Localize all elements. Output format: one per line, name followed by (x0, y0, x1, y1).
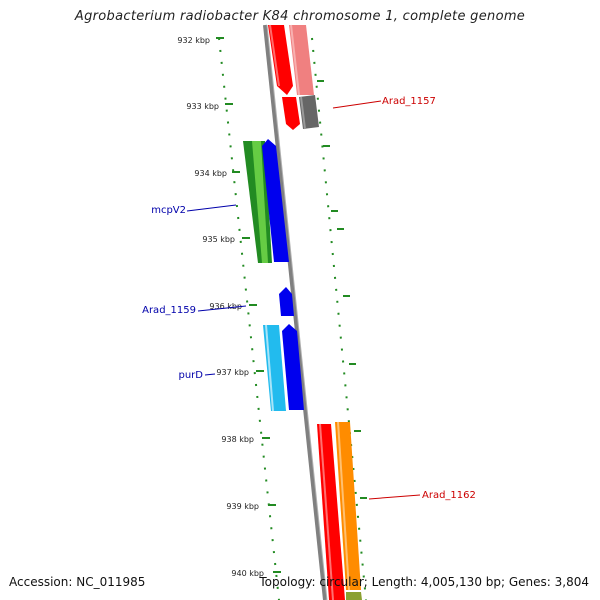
kbp-label: 937 kbp (216, 368, 249, 377)
tick-938 (262, 437, 270, 439)
kbp-label: 932 kbp (177, 36, 210, 45)
gene-arad1162[interactable] (317, 423, 345, 600)
gene-arad1156-red[interactable] (268, 24, 293, 95)
kbp-label: 939 kbp (226, 502, 259, 511)
tick-940 (273, 571, 281, 573)
genome-backbone (263, 24, 327, 600)
right-tick-track (311, 37, 367, 600)
kbp-label: 935 kbp (202, 235, 235, 244)
tick-933 (225, 103, 233, 105)
gene-pink[interactable] (289, 24, 314, 96)
left-tick-track (218, 37, 280, 600)
gene-gray[interactable] (299, 95, 319, 130)
topology-text: Topology: circular; Length: 4,005,130 bp… (259, 575, 589, 589)
accession-text: Accession: NC_011985 (9, 575, 146, 589)
gene-orange[interactable] (335, 421, 361, 591)
gene-label-purd[interactable]: purD (179, 370, 204, 381)
tick-932 (216, 37, 224, 39)
tick-935 (242, 237, 250, 239)
gene-arad1159[interactable] (279, 287, 294, 316)
gene-arad1157-red[interactable] (282, 97, 300, 130)
gene-purd[interactable] (263, 324, 286, 412)
gene-label-arad1157[interactable]: Arad_1157 (382, 96, 436, 107)
tick-936 (249, 304, 257, 306)
tick-934 (232, 171, 240, 173)
kbp-label: 940 kbp (231, 569, 264, 578)
kbp-label: 938 kbp (221, 435, 254, 444)
kbp-label: 936 kbp (209, 302, 242, 311)
kbp-label: 933 kbp (186, 102, 219, 111)
kbp-labels: 932 kbp 933 kbp 934 kbp 935 kbp 936 kbp … (177, 36, 264, 578)
kbp-ticks (216, 37, 281, 573)
leader-lines (186, 100, 421, 500)
gene-olive[interactable] (346, 592, 362, 600)
gene-labels: Arad_1157 mcpV2 Arad_1159 purD Arad_1162 (142, 96, 476, 501)
genome-title: Agrobacterium radiobacter K84 chromosome… (74, 9, 526, 24)
gene-label-mcpv2[interactable]: mcpV2 (151, 205, 186, 216)
gene-blue-2[interactable] (282, 324, 304, 410)
tick-937 (256, 370, 264, 372)
kbp-label: 934 kbp (194, 169, 227, 178)
right-ticks (317, 80, 367, 499)
tick-939 (268, 504, 276, 506)
gene-label-arad1162[interactable]: Arad_1162 (422, 490, 476, 501)
gene-label-arad1159[interactable]: Arad_1159 (142, 305, 196, 316)
gene-blue-1[interactable] (262, 139, 289, 262)
